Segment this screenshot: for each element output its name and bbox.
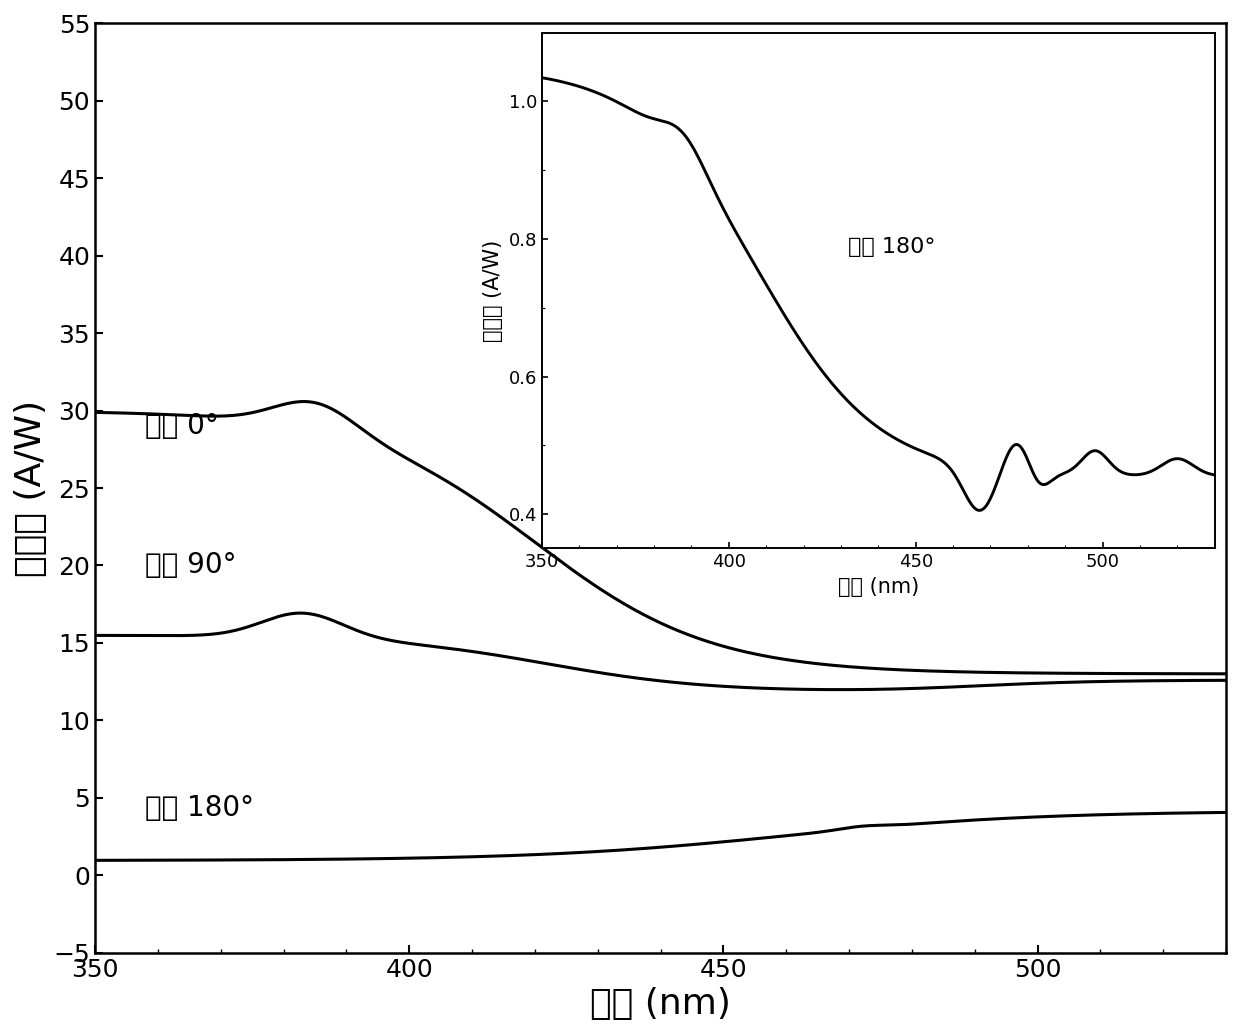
Text: 弯曲 180°: 弯曲 180° xyxy=(145,795,254,823)
X-axis label: 波长 (nm): 波长 (nm) xyxy=(590,987,732,1022)
Text: 弯曲 90°: 弯曲 90° xyxy=(145,552,237,580)
Text: 弯曲 0°: 弯曲 0° xyxy=(145,412,219,440)
Y-axis label: 响应度 (A/W): 响应度 (A/W) xyxy=(14,400,48,576)
